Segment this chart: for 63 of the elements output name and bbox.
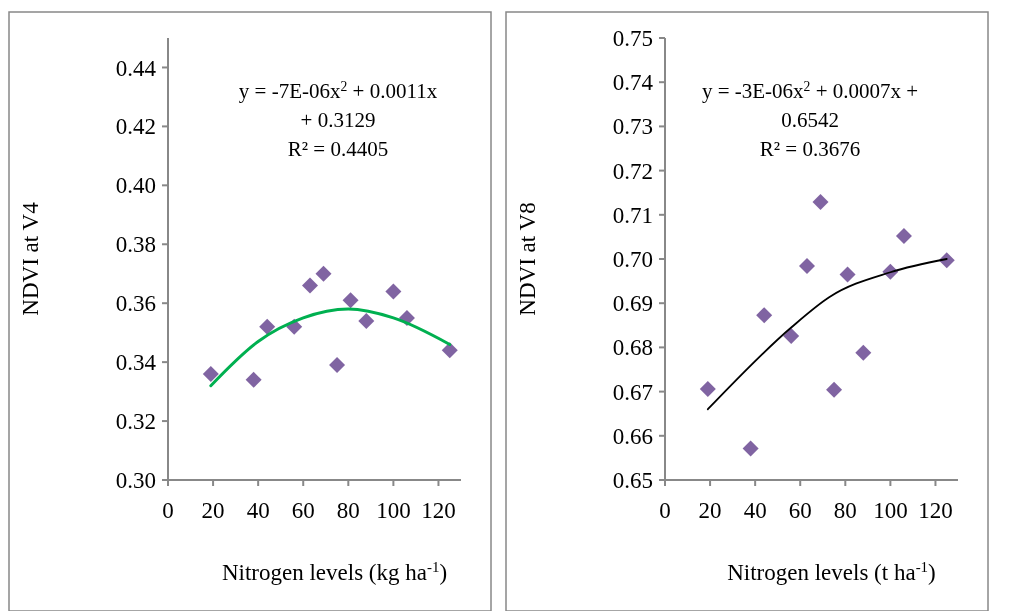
x-tick-label: 100 — [376, 498, 411, 523]
y-tick-label: 0.72 — [612, 158, 653, 184]
x-tick-label: 0 — [659, 498, 671, 523]
point — [385, 283, 402, 300]
point — [895, 228, 912, 245]
x-tick-label: 120 — [918, 498, 953, 523]
y-tick-label: 0.70 — [612, 247, 653, 273]
x-tick-label: 80 — [833, 498, 857, 523]
point — [342, 292, 359, 309]
y-tick-label: 0.30 — [115, 468, 156, 494]
y-tick-label: 0.44 — [115, 55, 157, 81]
point — [202, 365, 219, 382]
point — [855, 344, 872, 361]
y-axis-title: NDVI at V4 — [18, 201, 43, 316]
point — [826, 381, 843, 398]
x-axis-title: Nitrogen levels (t ha$^{-1}$) — [727, 559, 936, 585]
annotation: R² = 0.4405 — [287, 137, 389, 161]
x-tick-label: 60 — [788, 498, 812, 523]
point — [742, 440, 759, 457]
x-tick-label: 100 — [873, 498, 908, 523]
y-tick-label: 0.40 — [115, 173, 156, 199]
y-tick-label: 0.67 — [612, 379, 653, 405]
x-tick-label: 40 — [743, 498, 767, 523]
point — [441, 342, 458, 359]
y-tick-label: 0.36 — [115, 291, 156, 317]
y-tick-label: 0.68 — [612, 335, 653, 361]
point — [329, 357, 346, 374]
point — [756, 307, 773, 324]
x-tick-label: 0 — [162, 498, 174, 523]
y-tick-label: 0.73 — [612, 114, 653, 140]
y-tick-label: 0.75 — [612, 26, 653, 52]
point — [301, 277, 318, 294]
point — [259, 318, 276, 335]
y-axis-title: NDVI at V8 — [515, 202, 540, 316]
annotation: 0.6542 — [781, 108, 839, 132]
y-tick-label: 0.42 — [115, 114, 156, 140]
point — [699, 380, 716, 397]
annotation: y = -3E-06x$^{2}$ + 0.0007x + — [701, 78, 919, 103]
point — [783, 327, 800, 344]
y-tick-label: 0.34 — [115, 350, 157, 376]
y-tick-label: 0.32 — [115, 409, 156, 435]
annotation: y = -7E-06x$^{2}$ + 0.0011x — [238, 78, 438, 103]
point — [798, 258, 815, 275]
y-tick-label: 0.74 — [612, 70, 654, 96]
point — [812, 193, 829, 210]
x-tick-label: 60 — [291, 498, 315, 523]
point — [839, 266, 856, 283]
x-tick-label: 120 — [421, 498, 456, 523]
y-tick-label: 0.65 — [612, 468, 653, 494]
x-tick-label: 40 — [246, 498, 270, 523]
x-axis-title: Nitrogen levels (kg ha$^{-1}$) — [221, 559, 448, 585]
y-tick-label: 0.71 — [612, 202, 653, 228]
point — [358, 312, 375, 329]
x-tick-label: 20 — [201, 498, 225, 523]
y-tick-label: 0.66 — [612, 423, 653, 449]
annotation: R² = 0.3676 — [759, 137, 861, 161]
point — [245, 371, 262, 388]
x-tick-label: 80 — [336, 498, 360, 523]
x-tick-label: 20 — [698, 498, 722, 523]
y-tick-label: 0.69 — [612, 291, 653, 317]
point — [315, 265, 332, 282]
y-tick-label: 0.38 — [115, 232, 156, 258]
annotation: + 0.3129 — [300, 108, 376, 132]
